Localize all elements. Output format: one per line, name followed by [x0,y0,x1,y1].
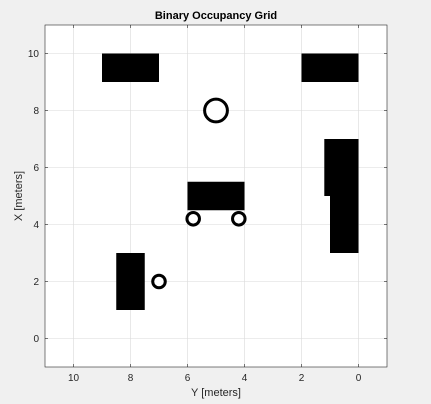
y-tick-label: 4 [33,220,39,231]
x-tick-label: 2 [299,373,305,384]
y-tick-label: 8 [33,106,39,117]
occupancy-map [102,53,359,310]
y-axis-label: X [meters] [13,171,25,221]
obstacle-bottom-left [116,253,145,310]
axes-box [44,24,388,368]
x-tick-label: 8 [128,373,134,384]
y-tick-label: 10 [28,49,40,60]
y-tick-label: 6 [33,163,39,174]
chart-title: Binary Occupancy Grid [155,10,277,22]
x-axis-label: Y [meters] [191,387,241,399]
axis-ticks: 10 8 6 4 2 0 0 2 4 6 8 10 [28,25,387,384]
obstacle-top-left [102,53,159,82]
obstacle-top-right [301,53,359,82]
x-tick-label: 4 [242,373,248,384]
ring-bottom-left [151,273,167,290]
obstacle-right-lower [330,196,359,253]
obstacle-right-upper [324,139,359,196]
x-tick-label: 10 [68,373,80,384]
y-tick-label: 2 [33,277,39,288]
x-tick-label: 0 [356,373,362,384]
obstacle-center-table [187,181,245,211]
x-tick-label: 6 [185,373,191,384]
ring-center-large [203,97,229,124]
ring-table-left [185,211,201,227]
ring-table-right [231,211,247,227]
y-tick-label: 0 [33,334,39,345]
